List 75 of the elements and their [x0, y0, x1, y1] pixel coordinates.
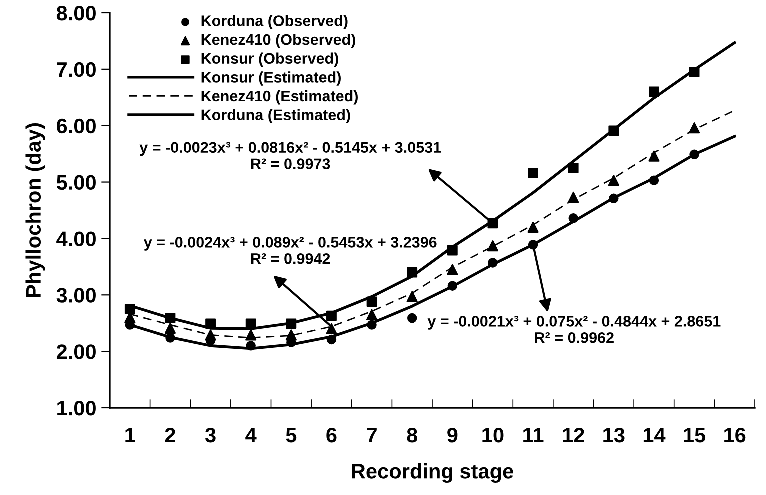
point [447, 264, 458, 276]
point [568, 214, 578, 224]
annotation: y = -0.0023x³ + 0.0816x² - 0.5145x + 3.0531 R² = 0.9973 [140, 142, 442, 170]
x-tick-label: 6 [326, 428, 337, 443]
y-tick-label: 8.00 [56, 6, 96, 21]
legend-label: Korduna (Estimated) [202, 109, 350, 124]
legend-label: Konsur (Observed) [202, 52, 338, 68]
x-tick-label: 10 [482, 428, 504, 443]
x-tick-label: 15 [684, 428, 706, 443]
point [649, 86, 660, 98]
annotation: y = -0.0024x³ + 0.089x² - 0.5453x + 3.2396 R² = 0.9942 [144, 237, 437, 264]
x-tick-label: 7 [367, 428, 377, 443]
point [608, 175, 620, 186]
point [326, 323, 338, 335]
point [166, 333, 176, 343]
point [407, 267, 418, 278]
point [528, 168, 538, 178]
point [164, 322, 176, 334]
legend-label: Kenez410 (Observed) [202, 34, 356, 48]
point [447, 245, 458, 256]
point [487, 240, 499, 252]
x-tick-label: 2 [165, 428, 176, 443]
point [488, 258, 498, 268]
x-tick-label: 12 [563, 428, 584, 443]
x-tick-label: 11 [524, 428, 544, 443]
legend-label: Konsur (Estimated) [202, 72, 341, 86]
point [205, 330, 216, 341]
legend-label: Kenez410 (Estimated) [202, 90, 358, 105]
point [326, 310, 337, 322]
y-tick-label: 6.00 [57, 118, 96, 134]
point [246, 341, 256, 351]
y-tick-label: 4.00 [56, 232, 96, 246]
y-tick-label: 1.00 [58, 401, 96, 416]
point [688, 122, 700, 134]
point [406, 291, 418, 302]
point [366, 309, 378, 320]
point [690, 150, 700, 160]
point [124, 304, 136, 314]
point [407, 313, 418, 324]
x-tick-label: 9 [448, 428, 458, 443]
x-tick-label: 16 [724, 428, 746, 443]
point [609, 194, 619, 204]
y-axis-title: Phyllochron (day) [26, 124, 46, 298]
y-tick-label: 7.00 [57, 62, 96, 78]
x-tick-label: 14 [644, 428, 666, 443]
legend-label: Korduna (Observed) [202, 15, 348, 30]
point [286, 330, 297, 341]
point [326, 334, 337, 345]
x-tick-label: 5 [286, 428, 297, 443]
point [367, 320, 377, 330]
y-tick-label: 2.00 [56, 344, 96, 360]
y-tick-label: 5.00 [56, 175, 96, 190]
point [206, 318, 216, 330]
point [568, 192, 580, 204]
point [246, 318, 256, 330]
x-tick-label: 13 [604, 428, 625, 443]
point [366, 296, 378, 308]
point [648, 150, 660, 162]
x-tick-label: 4 [246, 428, 257, 443]
point [246, 330, 257, 341]
point [568, 162, 579, 174]
point [608, 126, 620, 136]
point [448, 281, 458, 291]
point [165, 313, 176, 324]
point [528, 240, 538, 250]
point [689, 67, 700, 78]
x-axis-title: Recording stage [352, 464, 514, 484]
point [528, 222, 539, 233]
x-tick-label: 8 [407, 428, 418, 443]
point [286, 318, 297, 330]
y-tick-label: 3.00 [56, 288, 96, 303]
x-tick-label: 1 [126, 428, 136, 443]
point [649, 176, 660, 186]
annotation: y = -0.0021x³ + 0.075x² - 0.4844x + 2.8651 R² = 0.9962 [428, 316, 721, 344]
x-tick-label: 3 [205, 428, 216, 443]
